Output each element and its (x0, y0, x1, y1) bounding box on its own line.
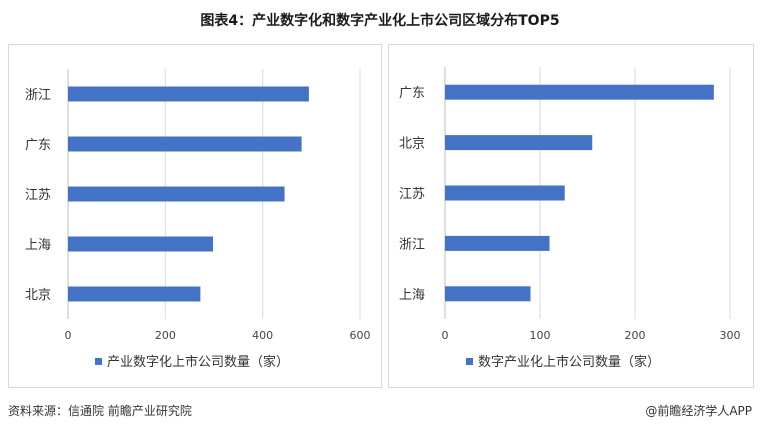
category-label: 江苏 (25, 187, 51, 203)
x-tick-label: 400 (252, 329, 273, 342)
category-label: 浙江 (25, 88, 51, 103)
category-label: 江苏 (399, 186, 425, 202)
legend-label: 产业数字化上市公司数量（家） (107, 354, 289, 370)
category-label: 上海 (399, 288, 425, 303)
x-tick-label: 0 (65, 329, 72, 342)
bar (445, 135, 593, 151)
category-label: 上海 (25, 238, 51, 253)
x-tick-label: 100 (530, 329, 551, 342)
x-tick-label: 600 (350, 329, 371, 342)
bar (68, 286, 201, 302)
bar (68, 186, 285, 202)
bar (68, 136, 302, 152)
bar (445, 84, 714, 100)
x-tick-label: 200 (625, 329, 646, 342)
category-label: 广东 (25, 138, 51, 153)
bar (445, 286, 531, 302)
chart-title: 图表4：产业数字化和数字产业化上市公司区域分布TOP5 (200, 13, 560, 29)
category-label: 浙江 (399, 237, 425, 252)
bar (445, 235, 550, 251)
category-label: 广东 (399, 86, 425, 101)
x-tick-label: 200 (155, 329, 176, 342)
left-chart-panel: 0 200 400 600 浙江广东江苏上海北京产业数字化上市公司数量（家） (8, 44, 382, 388)
credit-note: @前瞻经济学人APP (645, 404, 752, 418)
x-tick-label: 300 (720, 329, 741, 342)
bar (445, 185, 565, 201)
x-tick-label: 0 (442, 329, 449, 342)
category-label: 北京 (25, 288, 51, 303)
legend-label: 数字产业化上市公司数量（家） (478, 354, 660, 370)
legend-swatch (95, 358, 102, 365)
category-label: 北京 (399, 137, 425, 152)
bar (68, 86, 309, 102)
bar (68, 236, 214, 252)
right-chart-panel: 0 100 200 300 广东北京江苏浙江上海数字产业化上市公司数量（家） (388, 44, 754, 388)
legend-swatch (466, 358, 473, 365)
source-note: 资料来源：信通院 前瞻产业研究院 (8, 404, 192, 418)
